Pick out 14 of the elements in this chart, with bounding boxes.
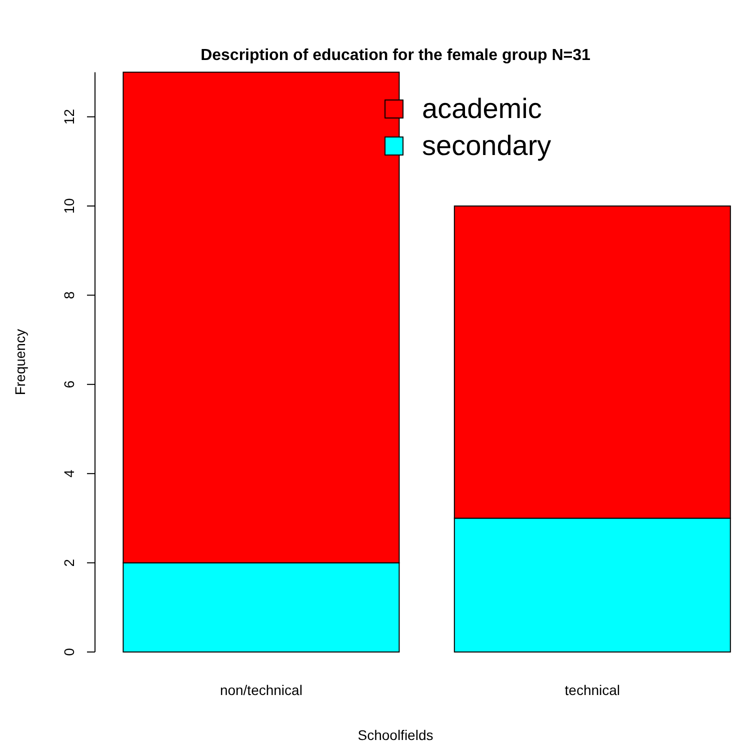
y-tick-label: 6 — [61, 380, 77, 388]
y-tick-label: 4 — [61, 470, 77, 478]
x-tick-label: technical — [564, 682, 620, 698]
chart-title: Description of education for the female group N=31 — [200, 47, 591, 64]
legend-label: academic — [422, 93, 542, 124]
y-tick-label: 12 — [61, 108, 77, 125]
x-tick-label: non/technical — [220, 682, 302, 698]
y-tick-label: 2 — [61, 558, 77, 567]
y-tick-label: 10 — [61, 198, 77, 214]
y-tick-label: 0 — [61, 648, 77, 656]
y-tick-label: 8 — [61, 291, 77, 300]
x-axis-title: Schoolfields — [358, 727, 434, 743]
y-axis-title: Frequency — [12, 329, 28, 396]
legend-label: secondary — [422, 130, 552, 161]
